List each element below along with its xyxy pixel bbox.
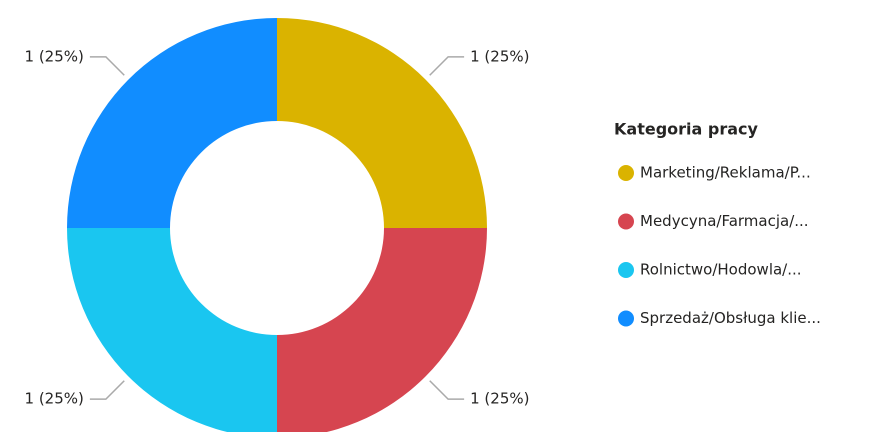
slice (277, 228, 487, 432)
legend-title: Kategoria pracy (614, 120, 759, 139)
legend-marker (618, 165, 634, 181)
data-label: 1 (25%) (470, 390, 529, 408)
leader-line (89, 56, 125, 76)
legend-marker (618, 310, 634, 327)
legend-marker (618, 213, 634, 230)
leader-line (429, 56, 465, 76)
data-label: 1 (25%) (470, 47, 529, 65)
slice (67, 18, 277, 228)
leader-line (89, 380, 125, 400)
data-label: 1 (25%) (25, 47, 84, 65)
legend-label: Medycyna/Farmacja/... (640, 212, 809, 230)
legend-marker (618, 262, 634, 278)
leader-line (429, 380, 465, 400)
legend-label: Sprzedaż/Obsługa klie... (640, 309, 821, 327)
slice (67, 228, 277, 432)
legend-label: Rolnictwo/Hodowla/... (640, 261, 802, 279)
legend-label: Marketing/Reklama/P... (640, 164, 811, 182)
slice (277, 18, 487, 228)
data-label: 1 (25%) (25, 390, 84, 408)
